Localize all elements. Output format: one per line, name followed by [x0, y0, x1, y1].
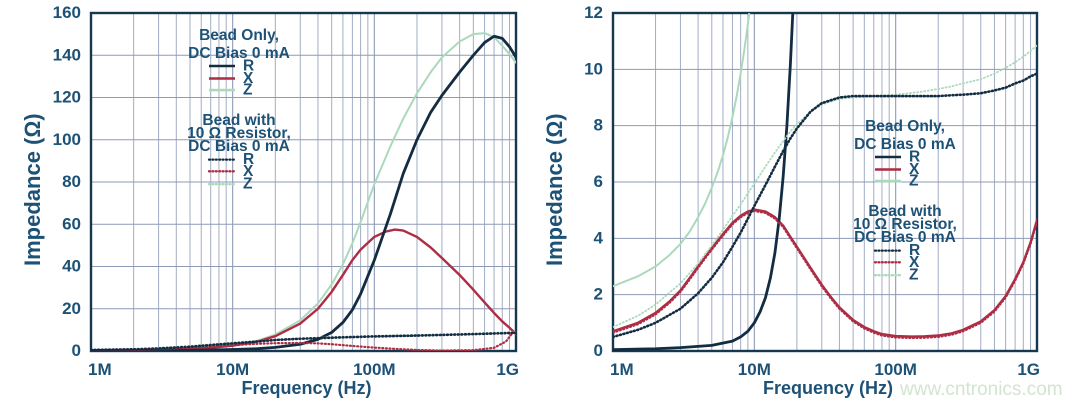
svg-text:20: 20: [62, 299, 81, 318]
svg-text:80: 80: [62, 172, 81, 191]
svg-text:12: 12: [584, 3, 603, 22]
svg-text:DC Bias 0 mA: DC Bias 0 mA: [188, 45, 290, 62]
svg-text:1G: 1G: [1017, 360, 1040, 379]
svg-text:120: 120: [53, 88, 81, 107]
svg-text:Z: Z: [909, 267, 919, 284]
svg-text:Bead Only,: Bead Only,: [199, 27, 279, 44]
svg-text:DC Bias 0 mA: DC Bias 0 mA: [188, 138, 290, 155]
svg-text:6: 6: [594, 172, 603, 191]
svg-text:Z: Z: [243, 176, 253, 193]
svg-text:0: 0: [594, 341, 603, 360]
svg-text:140: 140: [53, 45, 81, 64]
svg-text:60: 60: [62, 214, 81, 233]
svg-text:10: 10: [584, 59, 603, 78]
svg-text:DC Bias 0 mA: DC Bias 0 mA: [854, 229, 956, 246]
svg-text:160: 160: [53, 3, 81, 22]
svg-text:Z: Z: [909, 173, 919, 190]
svg-text:1M: 1M: [610, 360, 634, 379]
svg-text:100: 100: [53, 130, 81, 149]
svg-text:DC Bias 0 mA: DC Bias 0 mA: [854, 136, 956, 153]
svg-text:100M: 100M: [874, 360, 917, 379]
svg-text:8: 8: [594, 116, 603, 135]
svg-text:10M: 10M: [216, 360, 249, 379]
svg-text:2: 2: [594, 285, 603, 304]
svg-text:Bead Only,: Bead Only,: [865, 118, 945, 135]
svg-text:10M: 10M: [738, 360, 771, 379]
svg-text:1G: 1G: [496, 360, 519, 379]
svg-text:Z: Z: [243, 82, 253, 99]
svg-text:4: 4: [594, 228, 604, 247]
svg-text:1M: 1M: [88, 360, 112, 379]
svg-text:40: 40: [62, 257, 81, 276]
svg-text:100M: 100M: [353, 360, 396, 379]
svg-text:0: 0: [72, 341, 81, 360]
